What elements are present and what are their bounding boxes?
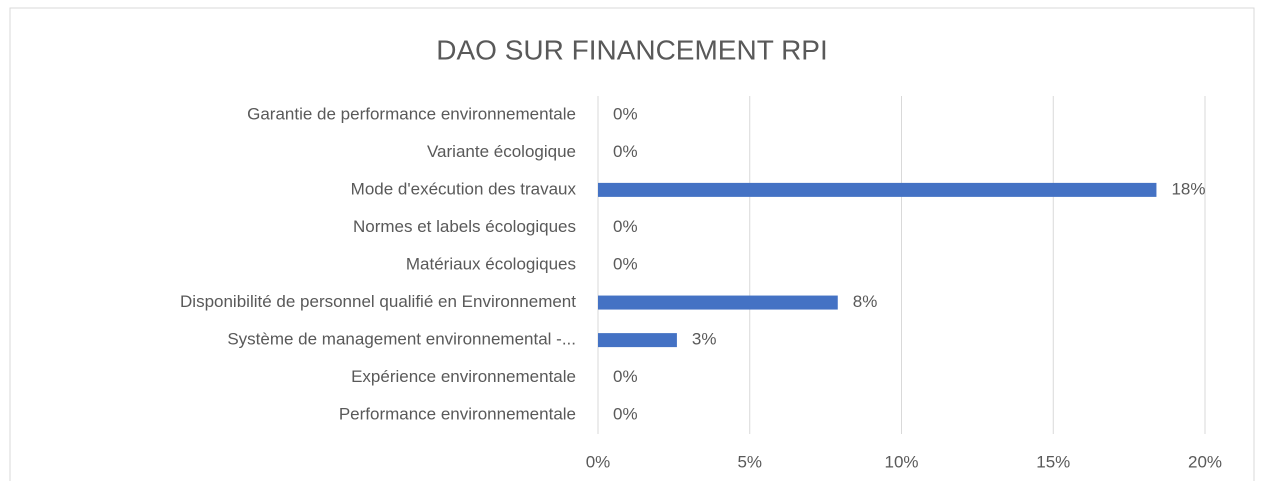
chart-title: DAO SUR FINANCEMENT RPI	[436, 34, 828, 65]
y-tick-label: Performance environnementale	[339, 405, 576, 424]
data-label: 0%	[613, 367, 638, 386]
bar	[598, 333, 677, 348]
y-tick-label: Système de management environnemental -.…	[227, 330, 576, 349]
y-tick-label: Mode d'exécution des travaux	[351, 179, 577, 198]
x-tick-label: 5%	[737, 452, 762, 471]
data-label: 0%	[613, 217, 638, 236]
data-label: 18%	[1171, 179, 1205, 198]
y-tick-label: Matériaux écologiques	[406, 254, 576, 273]
x-tick-label: 20%	[1188, 452, 1222, 471]
x-tick-label: 10%	[884, 452, 918, 471]
bar	[598, 295, 838, 310]
y-tick-label: Expérience environnementale	[351, 367, 576, 386]
data-label: 3%	[692, 330, 717, 349]
data-label: 0%	[613, 104, 638, 123]
y-tick-label: Disponibilité de personnel qualifié en E…	[180, 292, 576, 311]
x-tick-label: 15%	[1036, 452, 1070, 471]
y-tick-label: Garantie de performance environnementale	[247, 104, 576, 123]
data-label: 0%	[613, 142, 638, 161]
data-label: 8%	[853, 292, 878, 311]
data-label: 0%	[613, 254, 638, 273]
y-tick-label: Variante écologique	[427, 142, 576, 161]
x-tick-label: 0%	[586, 452, 611, 471]
chart-frame	[9, 7, 1255, 481]
bar	[598, 182, 1157, 197]
y-tick-label: Normes et labels écologiques	[353, 217, 576, 236]
data-label: 0%	[613, 405, 638, 424]
